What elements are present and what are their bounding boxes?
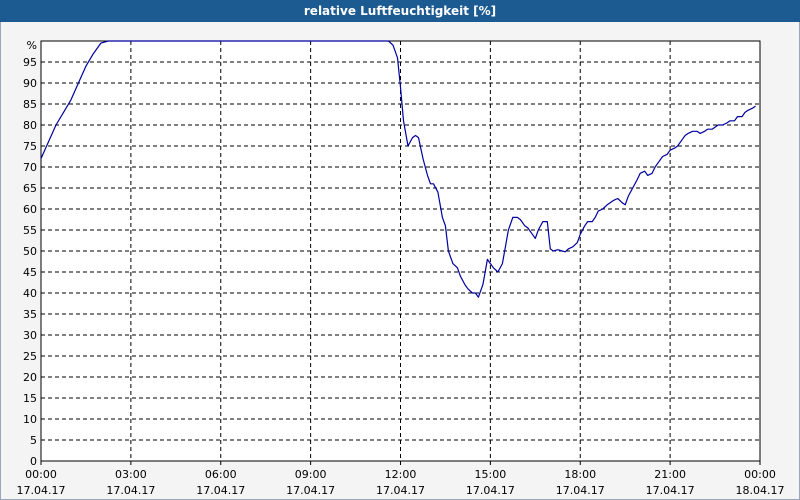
y-tick-label: 15 xyxy=(23,392,37,405)
y-tick-label: 70 xyxy=(23,161,37,174)
y-tick-label: 5 xyxy=(30,434,37,447)
x-tick-time: 12:00 xyxy=(385,468,417,481)
x-tick-time: 09:00 xyxy=(295,468,327,481)
y-tick-label: 60 xyxy=(23,203,37,216)
x-tick-date: 17.04.17 xyxy=(646,484,695,497)
chart-title: relative Luftfeuchtigkeit [%] xyxy=(0,0,800,22)
y-tick-label: 55 xyxy=(23,224,37,237)
x-tick-date: 18.04.17 xyxy=(736,484,785,497)
y-tick-label: 95 xyxy=(23,56,37,69)
x-tick-time: 00:00 xyxy=(25,468,57,481)
x-tick-date: 17.04.17 xyxy=(466,484,515,497)
axes xyxy=(40,40,761,465)
x-tick-date: 17.04.17 xyxy=(106,484,155,497)
x-tick-time: 06:00 xyxy=(205,468,237,481)
y-tick-label: 50 xyxy=(23,245,37,258)
y-tick-label: 20 xyxy=(23,371,37,384)
x-tick-date: 17.04.17 xyxy=(286,484,335,497)
x-tick-time: 18:00 xyxy=(564,468,596,481)
y-tick-label: 10 xyxy=(23,413,37,426)
y-tick-label: 25 xyxy=(23,350,37,363)
x-tick-date: 17.04.17 xyxy=(376,484,425,497)
series-layer xyxy=(40,40,756,298)
y-tick-label: 85 xyxy=(23,98,37,111)
y-tick-label: 0 xyxy=(30,455,37,468)
grid xyxy=(40,41,761,462)
x-tick-date: 17.04.17 xyxy=(17,484,66,497)
x-tick-date: 17.04.17 xyxy=(556,484,605,497)
x-tick-time: 03:00 xyxy=(115,468,147,481)
y-tick-label: 35 xyxy=(23,308,37,321)
x-tick-time: 00:00 xyxy=(744,468,776,481)
y-tick-labels: 0 5 10 15 20 25 30 35 40 45 50 55 60 65 70 75 80 85 90 95% xyxy=(23,39,37,468)
y-tick-label: 65 xyxy=(23,182,37,195)
y-tick-label: 90 xyxy=(23,77,37,90)
y-tick-label: 40 xyxy=(23,287,37,300)
series-line-0 xyxy=(40,40,756,298)
x-tick-labels: 00:00 17.04.17 03:00 17.04.17 06:00 17.04.17 0… xyxy=(17,468,785,497)
x-tick-time: 21:00 xyxy=(654,468,686,481)
y-axis-unit-label: % xyxy=(27,39,37,52)
y-tick-label: 30 xyxy=(23,329,37,342)
y-tick-label: 80 xyxy=(23,119,37,132)
plot-border xyxy=(40,40,761,462)
x-tick-date: 17.04.17 xyxy=(196,484,245,497)
y-tick-label: 45 xyxy=(23,266,37,279)
y-tick-label: 75 xyxy=(23,140,37,153)
x-tick-time: 15:00 xyxy=(475,468,507,481)
